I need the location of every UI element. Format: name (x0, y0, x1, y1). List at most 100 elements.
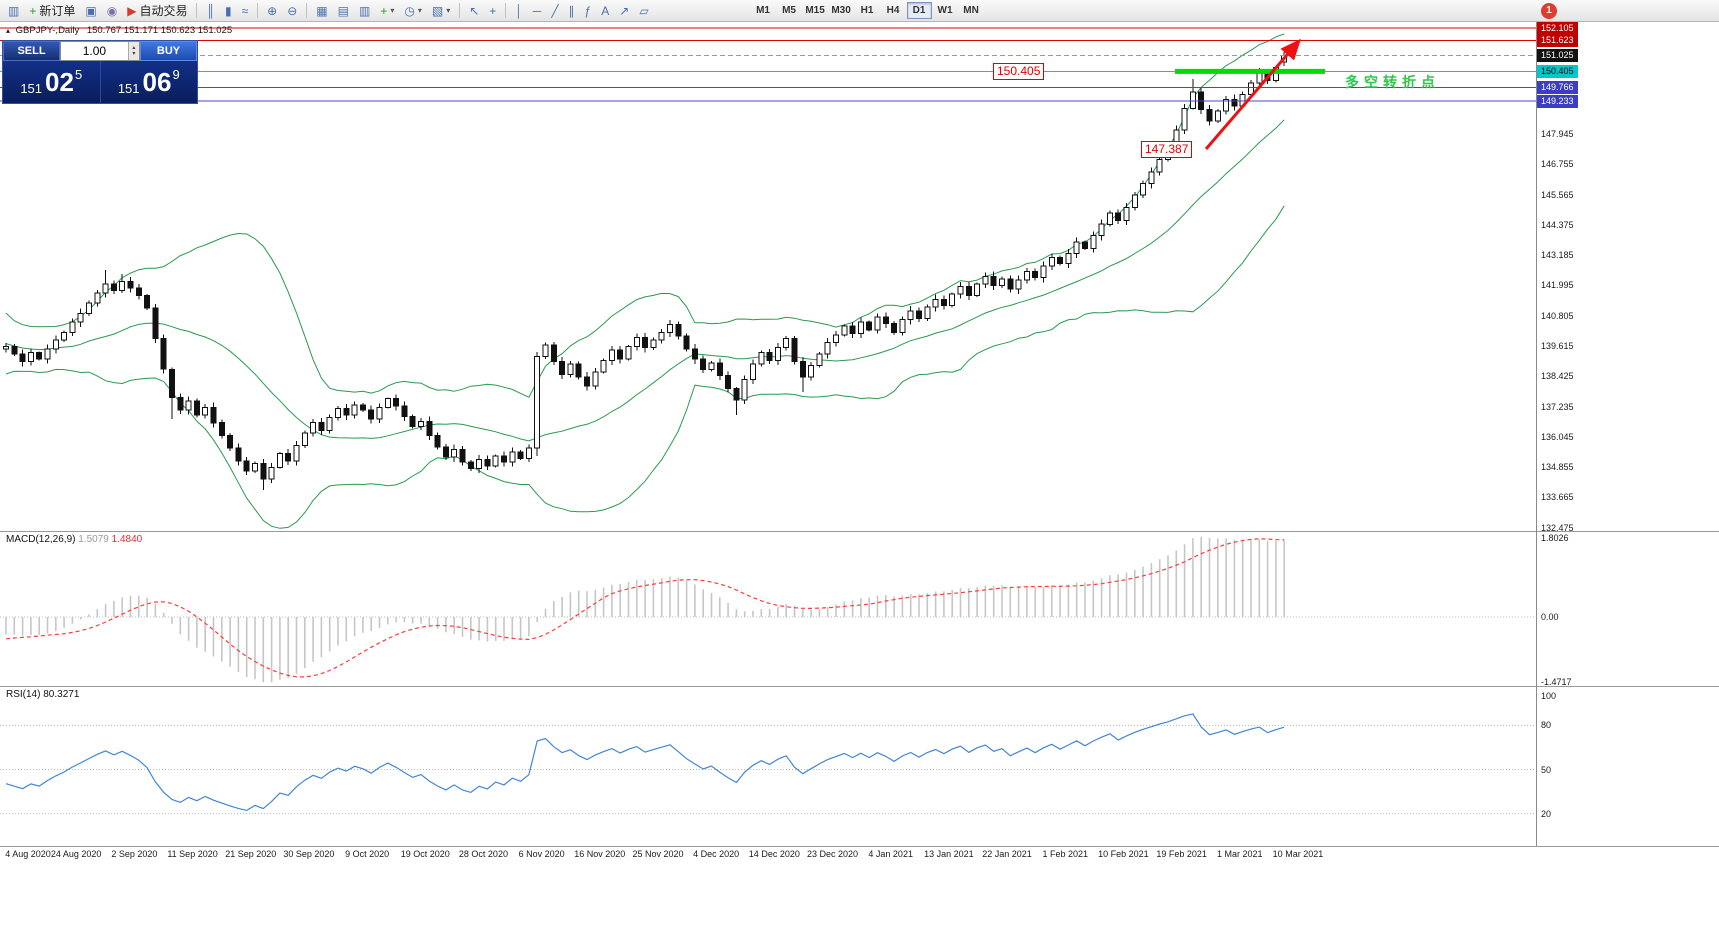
terminal-icon: ▣ (85, 3, 97, 18)
text-label-button[interactable]: A (597, 2, 613, 20)
buy-price-main: 06 (142, 67, 172, 97)
chart-window-icon: ▥ (8, 3, 20, 18)
timeframe-m1-button[interactable]: M1 (751, 2, 776, 19)
terminal-button[interactable]: ▣ (81, 2, 100, 20)
autotrading-button[interactable]: ▶ 自动交易 (123, 2, 191, 20)
arrange-windows-button[interactable]: ▥ (355, 2, 374, 20)
trendline-button[interactable]: ╱ (547, 2, 562, 20)
cursor-button[interactable]: ↖ (465, 2, 483, 20)
rsi-label: RSI(14) 80.3271 (6, 689, 79, 700)
timeframe-w1-button[interactable]: W1 (933, 2, 958, 19)
spin-up-icon[interactable]: ▴ (132, 45, 136, 51)
candlestick-chart-icon: ▮ (224, 3, 232, 18)
macd-title: MACD(12,26,9) (6, 534, 76, 545)
line-chart-icon: ≈ (241, 3, 249, 18)
fibonacci-icon: ƒ (584, 3, 592, 18)
symbol-period-label: GBPJPY-,Daily (15, 25, 80, 36)
arrow-objects-button[interactable]: ↗ (615, 2, 633, 20)
cursor-icon: ↖ (469, 3, 480, 18)
sell-button[interactable]: SELL (3, 41, 60, 61)
cascade-windows-icon: ▤ (337, 3, 349, 18)
cascade-windows-button[interactable]: ▤ (334, 2, 353, 20)
strategy-tester-icon: ◉ (106, 3, 118, 18)
toolbar-separator (459, 3, 461, 18)
timeframe-m15-button[interactable]: M15 (803, 2, 828, 19)
crosshair-icon: + (489, 3, 497, 18)
strategy-tester-button[interactable]: ◉ (103, 2, 121, 20)
vertical-line-button[interactable]: │ (511, 2, 527, 20)
templates-icon: ▧ (431, 3, 444, 18)
spin-down-icon[interactable]: ▾ (132, 51, 136, 57)
line-chart-button[interactable]: ≈ (238, 2, 253, 20)
shapes-button[interactable]: ▱ (635, 2, 652, 20)
new-order-button[interactable]: + 新订单 (25, 2, 79, 20)
volume-spinner[interactable]: ▴ ▾ (127, 42, 139, 60)
notification-badge[interactable]: 1 (1541, 3, 1557, 19)
autotrading-icon: ▶ (127, 3, 137, 18)
crosshair-button[interactable]: + (485, 2, 500, 20)
indicators-icon: + (380, 3, 388, 18)
horizontal-line-button[interactable]: ─ (529, 2, 546, 20)
timeframe-mn-button[interactable]: MN (959, 2, 984, 19)
tile-windows-icon: ▦ (316, 3, 328, 18)
bar-chart-icon: ║ (206, 3, 215, 18)
buy-price-prefix: 151 (117, 81, 140, 96)
timeframe-m30-button[interactable]: M30 (829, 2, 854, 19)
toolbar-separator (257, 3, 259, 18)
one-click-trade-panel: SELL ▴ ▾ BUY 151 02 5 151 06 9 (2, 40, 198, 104)
shapes-icon: ▱ (639, 3, 649, 18)
timeframe-m5-button[interactable]: M5 (777, 2, 802, 19)
toolbar-separator (196, 3, 198, 18)
timeframe-d1-button[interactable]: D1 (906, 2, 932, 19)
toolbar-button-group: ▥ + 新订单 ▣ ◉ ▶ 自动交易 ║ ▮ ≈ ⊕ ⊖ ▦ ▤ ▥ + ▾ ◷ ▾ ▧ ▾ ↖ + │ ─ ╱ ∥ ƒ A ↗ ▱ (4, 2, 653, 20)
channel-icon: ∥ (568, 3, 575, 18)
buy-price-button[interactable]: 151 06 9 (101, 61, 198, 103)
channel-button[interactable]: ∥ (565, 2, 579, 20)
volume-field: ▴ ▾ (60, 41, 140, 61)
support-price-label[interactable]: 147.387 (1141, 141, 1193, 158)
autotrading-button-label: 自动交易 (139, 4, 188, 18)
new-order-icon: + (29, 3, 37, 18)
rsi-title: RSI(14) (6, 689, 41, 700)
candlestick-chart-button[interactable]: ▮ (221, 2, 236, 20)
horizontal-line-icon: ─ (532, 3, 542, 18)
dropdown-arrow-icon: ▾ (390, 6, 395, 15)
ohlc-values-label: 150.767 151.171 150.623 151.025 (86, 25, 233, 36)
indicators-button[interactable]: + ▾ (376, 2, 398, 20)
zoom-out-icon: ⊖ (287, 3, 298, 18)
zoom-in-icon: ⊕ (267, 3, 278, 18)
buy-button[interactable]: BUY (140, 41, 197, 61)
periods-icon: ◷ (404, 3, 415, 18)
sell-price-main: 02 (45, 67, 74, 97)
collapse-panel-arrow-icon[interactable]: ▴ (6, 26, 11, 35)
timeframe-h1-button[interactable]: H1 (855, 2, 880, 19)
bar-chart-button[interactable]: ║ (202, 2, 219, 20)
sell-price-button[interactable]: 151 02 5 (3, 61, 101, 103)
timeframe-h4-button[interactable]: H4 (881, 2, 906, 19)
macd-main-value: 1.5079 (78, 534, 109, 545)
sell-price-pip: 5 (74, 67, 83, 82)
text-label-icon: A (601, 3, 610, 18)
main-toolbar: ▥ + 新订单 ▣ ◉ ▶ 自动交易 ║ ▮ ≈ ⊕ ⊖ ▦ ▤ ▥ + ▾ ◷ ▾ ▧ ▾ ↖ + │ ─ ╱ ∥ ƒ A ↗ ▱ M1 M… (0, 0, 1719, 22)
periods-button[interactable]: ◷ ▾ (400, 2, 426, 20)
tile-windows-button[interactable]: ▦ (312, 2, 331, 20)
toolbar-separator (505, 3, 507, 18)
vertical-line-icon: │ (515, 3, 523, 18)
arrow-objects-icon: ↗ (619, 3, 630, 18)
sell-price-prefix: 151 (20, 81, 43, 96)
chart-window-button[interactable]: ▥ (4, 2, 23, 20)
macd-signal-value: 1.4840 (111, 534, 143, 545)
trendline-icon: ╱ (551, 3, 559, 18)
fibonacci-button[interactable]: ƒ (581, 2, 596, 20)
resistance-price-label[interactable]: 150.405 (993, 63, 1045, 80)
zoom-in-button[interactable]: ⊕ (263, 2, 281, 20)
turning-point-text[interactable]: 多空转折点 (1345, 74, 1440, 90)
templates-button[interactable]: ▧ ▾ (428, 2, 454, 20)
dropdown-arrow-icon: ▾ (417, 6, 422, 15)
toolbar-separator (306, 3, 308, 18)
volume-input[interactable] (61, 42, 128, 60)
zoom-out-button[interactable]: ⊖ (283, 2, 301, 20)
macd-label: MACD(12,26,9) 1.5079 1.4840 (6, 534, 142, 545)
chart-ohlc-title: ▴ GBPJPY-,Daily 150.767 151.171 150.623 … (6, 25, 232, 36)
